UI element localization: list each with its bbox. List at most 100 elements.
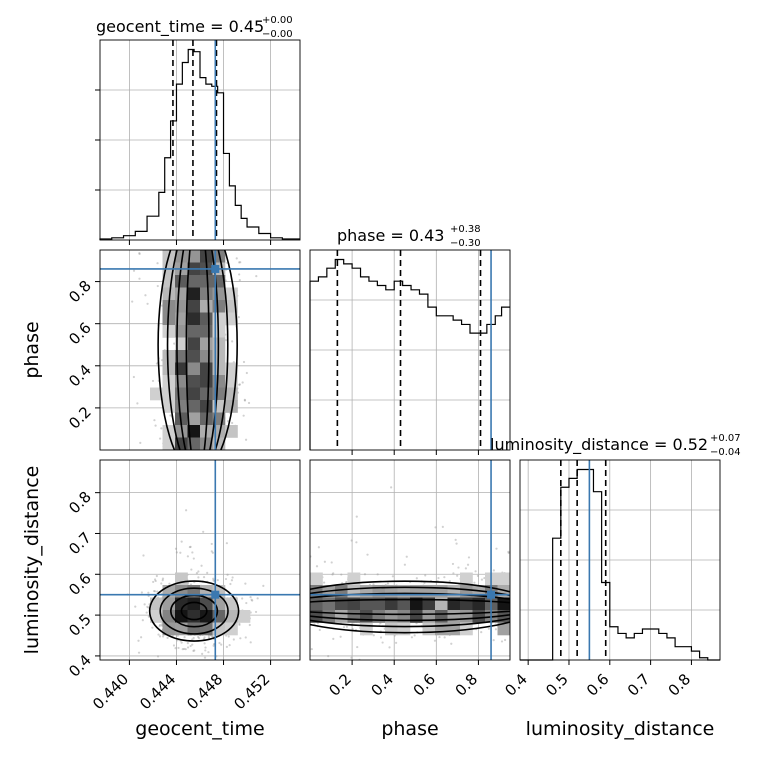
xlabel-geocent_time: geocent_time — [135, 718, 264, 740]
sample-point — [345, 625, 349, 628]
ytick-label-phase-0: 0.2 — [65, 403, 95, 433]
sample-point — [350, 656, 353, 659]
sample-point — [332, 572, 335, 575]
density-cell — [162, 400, 176, 413]
density-cell — [187, 597, 201, 611]
sample-point — [254, 610, 258, 614]
sample-point — [174, 646, 177, 650]
sample-point — [181, 648, 184, 651]
sample-point — [137, 651, 141, 654]
sample-point — [389, 667, 391, 669]
density-cell — [335, 597, 348, 611]
frame-panel-phase-luminosity_distance — [309, 459, 511, 661]
sample-point — [175, 666, 177, 668]
sample-point — [192, 557, 195, 560]
ytick-label-luminosity_distance-4: 0.8 — [65, 488, 95, 518]
xtick-label-geocent_time-3: 0.452 — [230, 670, 273, 713]
sample-point — [448, 580, 451, 583]
density-cell — [162, 437, 176, 450]
density-cell — [200, 312, 213, 326]
sample-point — [241, 381, 244, 384]
density-cell — [435, 610, 448, 623]
sample-point — [317, 546, 320, 549]
sample-point — [203, 642, 206, 645]
xtick-label-luminosity_distance-1: 0.5 — [542, 670, 572, 700]
sample-point — [350, 539, 353, 542]
sample-point — [443, 576, 446, 579]
sample-point — [186, 642, 189, 645]
density-cell — [162, 312, 176, 326]
histogram-geocent_time — [99, 48, 300, 240]
sample-point — [244, 582, 247, 585]
sample-point — [438, 635, 441, 639]
title-luminosity_distance: luminosity_distance = 0.52 — [490, 435, 708, 455]
sample-point — [156, 655, 160, 658]
sample-point — [466, 563, 470, 566]
title-phase: phase = 0.43 — [337, 226, 444, 245]
density-cell — [187, 412, 201, 426]
xlabel-luminosity_distance: luminosity_distance — [526, 718, 715, 740]
xtick-label-geocent_time-1: 0.444 — [136, 670, 179, 713]
sample-point — [204, 646, 207, 649]
contour-2 — [159, 587, 229, 635]
xtick-label-geocent_time-2: 0.448 — [183, 670, 226, 713]
truth-layer — [100, 40, 591, 660]
density-cell — [200, 375, 213, 388]
sample-point — [452, 572, 455, 575]
density-cell — [150, 387, 163, 401]
density-cell — [435, 585, 448, 598]
density-cell — [322, 597, 336, 611]
sample-point — [141, 619, 144, 622]
sample-point — [191, 638, 194, 641]
density-cell — [410, 597, 423, 611]
sample-point — [507, 550, 510, 553]
contour-3 — [148, 580, 240, 642]
sample-point — [388, 646, 391, 649]
sample-point — [386, 582, 390, 585]
sample-point — [186, 646, 190, 649]
sample-point — [225, 542, 228, 545]
density-cell — [200, 437, 213, 450]
sample-point — [192, 636, 195, 640]
sample-point — [211, 551, 214, 554]
density-cell — [150, 597, 163, 611]
xtick-label-luminosity_distance-0: 0.4 — [501, 670, 531, 700]
sample-point — [245, 601, 248, 605]
sample-point — [437, 576, 440, 580]
histogram-luminosity_distance — [520, 468, 720, 661]
sample-point — [394, 641, 398, 644]
density-cell — [225, 287, 238, 301]
density-cell — [225, 622, 238, 636]
sample-point — [342, 626, 346, 629]
density-cell — [187, 610, 201, 623]
sample-point — [238, 623, 241, 626]
density-cell — [187, 250, 201, 263]
sample-point — [332, 637, 335, 640]
sample-point — [172, 644, 176, 647]
sample-point — [188, 545, 191, 549]
sample-point — [413, 634, 416, 637]
sample-point — [137, 639, 140, 642]
sample-point — [340, 573, 343, 576]
density-cell — [187, 375, 201, 388]
sample-point — [224, 577, 228, 581]
sample-point — [226, 419, 230, 423]
density-cell — [175, 350, 188, 363]
sample-point — [474, 570, 477, 573]
sample-point — [146, 605, 149, 608]
sample-point — [161, 579, 164, 582]
xtick-label-phase-2: 0.6 — [410, 670, 440, 700]
density-cell — [447, 610, 461, 623]
sample-point — [372, 583, 375, 586]
sample-point — [151, 626, 154, 629]
sample-point — [206, 571, 209, 574]
sample-point — [158, 625, 161, 628]
density-cell — [200, 337, 213, 351]
sample-point — [156, 262, 159, 265]
sample-point — [183, 678, 185, 680]
sample-point — [473, 581, 476, 584]
density-cell — [175, 325, 188, 338]
density-cell — [322, 610, 336, 623]
sample-point — [177, 646, 180, 650]
